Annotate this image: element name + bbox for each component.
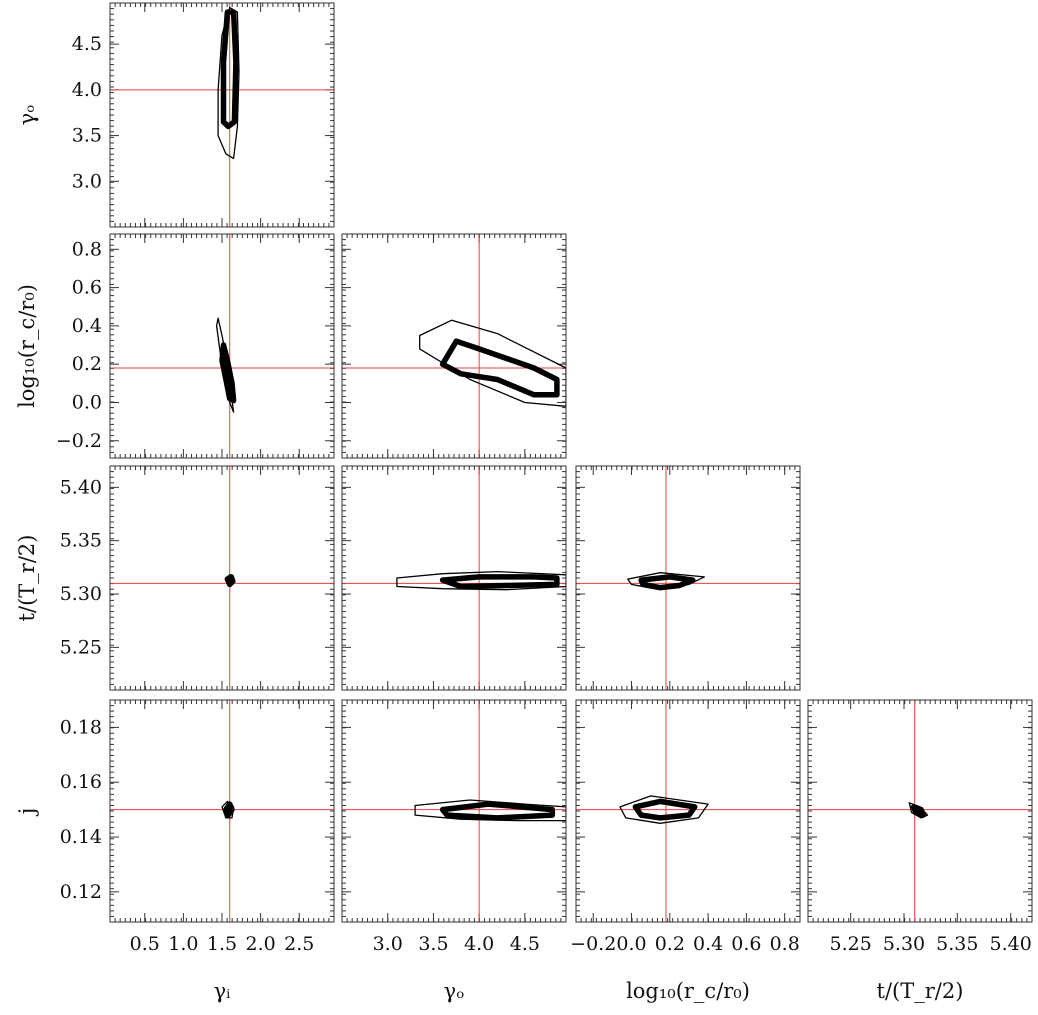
x-tick-label: 2.0 (246, 933, 276, 955)
panel-frame (109, 2, 335, 228)
x-tick-label: 4.5 (510, 933, 540, 955)
panel-frame (109, 465, 335, 691)
x-axis-label: t/(T_r/2) (877, 979, 964, 1003)
panel-gi-vs-j (109, 699, 335, 923)
x-tick-label: 4.0 (464, 933, 494, 955)
panel-frame (109, 699, 335, 923)
panel-gi-vs-go (109, 2, 335, 228)
x-tick-label: 5.25 (830, 933, 872, 955)
contour-outer (619, 795, 709, 824)
x-axis-label: γₒ (444, 979, 465, 1003)
y-tick-label: 5.25 (60, 636, 102, 658)
y-tick-label: 0.8 (72, 238, 102, 260)
contour-inner (632, 798, 698, 821)
x-tick-label: 0.4 (693, 933, 723, 955)
y-tick-label: 5.40 (60, 476, 102, 498)
panel-lr-vs-t (575, 465, 801, 691)
x-tick-label: 0.0 (616, 933, 646, 955)
panel-t-vs-j (807, 699, 1033, 923)
panel-frame (341, 699, 567, 923)
x-tick-label: 0.8 (770, 933, 800, 955)
y-tick-label: 0.14 (60, 826, 102, 848)
panel-gi-vs-t (109, 465, 335, 691)
x-axis-label: log₁₀(r_c/r₀) (626, 979, 750, 1003)
y-tick-label: 3.0 (72, 170, 102, 192)
panel-go-vs-lr (341, 233, 567, 459)
contour-inner (638, 574, 696, 591)
x-tick-label: −0.2 (570, 933, 616, 955)
y-tick-label: 5.30 (60, 583, 102, 605)
x-tick-label: 5.35 (936, 933, 978, 955)
y-tick-label: 0.16 (60, 771, 102, 793)
x-tick-label: 5.30 (883, 933, 925, 955)
panel-gi-vs-lr (109, 233, 335, 459)
contour-inner (439, 338, 560, 398)
contour-outer (396, 570, 566, 591)
contour-inner (219, 342, 237, 404)
contour-inner (220, 9, 239, 130)
x-tick-label: 3.0 (373, 933, 403, 955)
y-axis-label: γₒ (15, 105, 39, 126)
panel-frame (341, 233, 567, 459)
panel-frame (575, 699, 801, 923)
x-tick-label: 0.6 (731, 933, 761, 955)
y-tick-label: 5.35 (60, 530, 102, 552)
x-tick-label: 0.2 (655, 933, 685, 955)
y-tick-label: 0.18 (60, 716, 102, 738)
x-tick-label: 2.5 (284, 933, 314, 955)
contour-inner (439, 801, 556, 821)
x-tick-label: 5.40 (990, 933, 1032, 955)
y-tick-label: 4.5 (72, 33, 102, 55)
panel-frame (575, 465, 801, 691)
x-tick-label: 3.5 (418, 933, 448, 955)
contour-inner (224, 574, 236, 588)
y-axis-label: t/(T_r/2) (15, 535, 39, 622)
y-tick-label: 0.0 (72, 391, 102, 413)
y-tick-label: −0.2 (56, 430, 102, 452)
panel-frame (807, 699, 1033, 923)
contour-outer (419, 319, 566, 407)
contour-inner (910, 804, 926, 818)
y-tick-label: 4.0 (72, 79, 102, 101)
y-tick-label: 0.12 (60, 881, 102, 903)
x-tick-label: 1.0 (168, 933, 198, 955)
panel-frame (109, 233, 335, 459)
contour-inner (439, 574, 560, 590)
panel-frame (341, 465, 567, 691)
y-axis-label: j (15, 808, 39, 818)
x-tick-label: 1.5 (207, 933, 237, 955)
y-axis-label: log₁₀(r_c/r₀) (15, 284, 39, 408)
y-tick-label: 0.2 (72, 353, 102, 375)
x-tick-label: 0.5 (130, 933, 160, 955)
y-tick-label: 0.6 (72, 277, 102, 299)
contour-inner (223, 801, 235, 818)
y-tick-label: 3.5 (72, 125, 102, 147)
x-axis-label: γᵢ (214, 979, 231, 1003)
panel-lr-vs-j (575, 699, 801, 923)
panel-go-vs-t (341, 465, 567, 691)
panel-go-vs-j (341, 699, 567, 923)
y-tick-label: 0.4 (72, 315, 102, 337)
